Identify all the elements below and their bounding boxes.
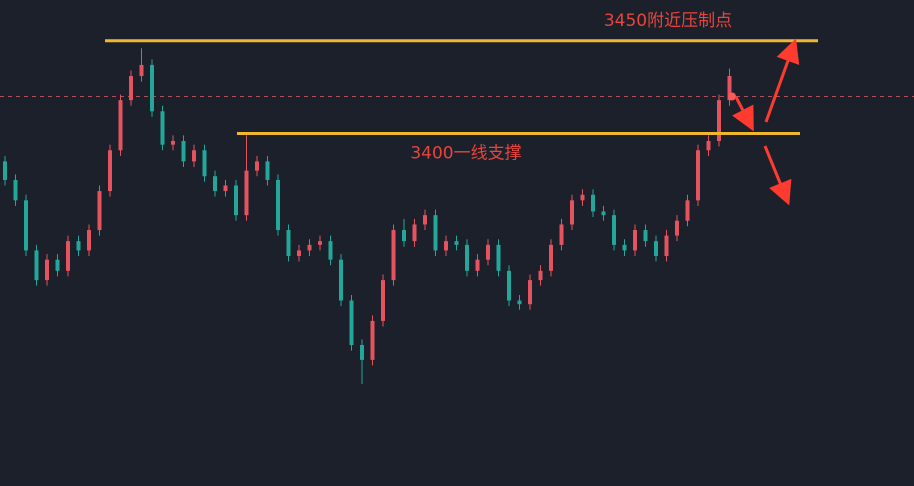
candle-body [496,244,501,271]
candle-body [706,140,711,151]
candle-body [370,320,375,360]
candle-body [622,244,627,251]
candle-body [391,230,396,281]
candle-body [45,259,49,281]
candle-body [423,215,427,225]
price-dot [728,92,736,101]
candle-body [517,300,522,305]
candle-body [150,64,154,112]
candle-body [465,244,469,271]
candle-body [76,241,81,251]
candle-body [118,100,123,151]
candle-body [297,250,301,256]
candle-body [13,179,18,201]
candle-body [580,194,585,201]
candle-body [475,259,480,271]
candle-body [685,200,690,221]
arrows [732,38,800,206]
candle-body [318,241,322,245]
candle-body [97,191,102,231]
candle-body [381,280,385,321]
candle-body [654,241,658,256]
candle-body [727,76,732,101]
candle-body [286,230,291,256]
candle-body [213,176,217,192]
arrow-down [763,145,792,206]
candle-body [192,150,196,162]
candle-body [339,259,343,301]
candle-body [591,194,595,212]
candle-body [454,241,459,245]
candle-body [549,244,553,271]
candle-body [129,76,133,101]
candle-body [307,244,312,251]
candle-body [507,270,511,301]
level-label: 3400一线支撑 [410,144,521,164]
candle-body [528,280,532,305]
candle-body [559,224,564,245]
candle-body [433,215,438,251]
arrow-pullback [732,96,754,132]
candle-body [444,241,448,251]
candle-body [612,215,616,245]
candle-body [255,161,259,171]
candle-body [570,200,574,225]
candle-body [202,150,207,177]
candle-body [276,179,280,231]
candle-body [265,161,270,180]
arrow-up [764,38,800,123]
level-label: 3450附近压制点 [604,11,732,31]
candle-body [24,200,28,251]
candle-body [234,185,238,216]
candle-body [675,220,679,236]
candle-body [66,241,70,271]
candle-body [717,100,721,141]
candle-body [412,224,417,242]
candle-body [328,241,333,260]
candle-body [160,111,165,145]
candle-body [696,150,700,201]
candle-body [87,230,91,251]
plot: 3450附近压制点 3400一线支撑 [0,11,914,384]
candle-body [601,211,606,216]
candle-body [538,270,543,281]
candle-body [181,140,186,162]
candle-body [171,140,175,145]
candle-body [664,235,669,256]
candle-body [633,230,637,251]
candle-body [3,161,7,180]
candle-body [108,150,112,192]
candle-body [360,345,364,360]
candle-body [349,300,354,346]
candle-body [34,250,39,281]
candle-body [244,170,249,216]
candle-body [402,230,406,242]
candle-body [55,259,60,271]
candle-body [486,244,490,260]
candle-body [223,185,228,192]
candle-body [139,64,144,77]
candle-body [643,230,648,242]
